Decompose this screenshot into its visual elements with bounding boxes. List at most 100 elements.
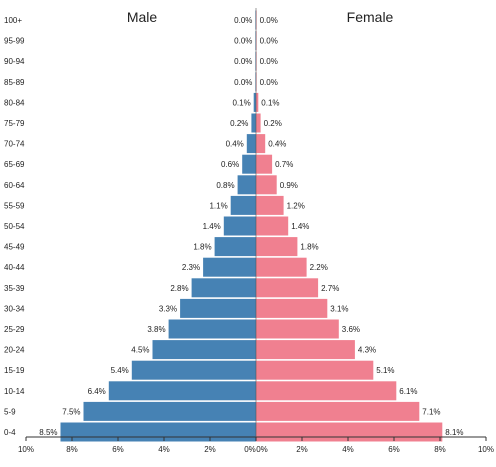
female-bar — [256, 113, 261, 133]
male-bar — [203, 257, 256, 277]
age-group-label: 90-94 — [4, 57, 25, 66]
female-bar — [256, 216, 289, 236]
labels-layer: 100+ 0.0% 0.0% 95-99 0.0% 0.0% 90-94 0.0% 0.0% 85… — [4, 16, 464, 437]
male-value-label: 2.3% — [182, 263, 200, 272]
male-value-label: 1.1% — [209, 201, 227, 210]
age-group-label: 100+ — [4, 16, 22, 25]
male-bar — [168, 319, 256, 339]
female-value-label: 0.0% — [260, 37, 278, 46]
female-bar — [256, 278, 319, 298]
female-value-label: 0.7% — [275, 160, 293, 169]
male-bar — [152, 340, 256, 360]
male-bar — [253, 92, 256, 112]
male-value-label: 0.0% — [234, 78, 252, 87]
female-value-label: 2.7% — [321, 284, 339, 293]
age-group-label: 50-54 — [4, 222, 25, 231]
male-value-label: 5.4% — [111, 366, 129, 375]
male-value-label: 1.8% — [193, 243, 211, 252]
x-tick-label: 8% — [434, 445, 446, 454]
x-tick-label: 6% — [112, 445, 124, 454]
age-group-label: 55-59 — [4, 201, 25, 210]
male-bar — [223, 216, 256, 236]
female-value-label: 1.2% — [287, 201, 305, 210]
male-bar — [242, 154, 256, 174]
male-value-label: 7.5% — [62, 407, 80, 416]
male-value-label: 0.2% — [230, 119, 248, 128]
age-group-label: 35-39 — [4, 284, 25, 293]
age-group-label: 5-9 — [4, 407, 16, 416]
male-value-label: 0.6% — [221, 160, 239, 169]
female-value-label: 2.2% — [310, 263, 328, 272]
x-tick-label: 10% — [18, 445, 34, 454]
male-bar — [230, 195, 256, 215]
female-value-label: 0.0% — [260, 57, 278, 66]
male-bar — [180, 298, 256, 318]
bars-layer — [60, 10, 443, 442]
female-value-label: 0.2% — [264, 119, 282, 128]
x-tick-label: 4% — [158, 445, 170, 454]
male-value-label: 1.4% — [203, 222, 221, 231]
male-value-label: 0.0% — [234, 57, 252, 66]
x-tick-label: 0% — [244, 445, 256, 454]
female-value-label: 7.1% — [422, 407, 440, 416]
age-group-label: 60-64 — [4, 181, 25, 190]
age-group-label: 15-19 — [4, 366, 25, 375]
age-group-label: 65-69 — [4, 160, 25, 169]
female-value-label: 0.0% — [260, 16, 278, 25]
age-group-label: 0-4 — [4, 428, 16, 437]
female-value-label: 3.6% — [342, 325, 360, 334]
female-bar — [256, 237, 298, 257]
female-bar — [256, 154, 273, 174]
age-group-label: 45-49 — [4, 243, 25, 252]
female-bar — [256, 175, 277, 195]
male-bar — [60, 422, 256, 442]
female-value-label: 0.1% — [261, 98, 279, 107]
male-value-label: 0.0% — [234, 37, 252, 46]
age-group-label: 80-84 — [4, 98, 25, 107]
male-value-label: 3.3% — [159, 304, 177, 313]
x-tick-label: 2% — [204, 445, 216, 454]
male-value-label: 8.5% — [39, 428, 57, 437]
female-value-label: 0.9% — [280, 181, 298, 190]
female-value-label: 5.1% — [376, 366, 394, 375]
male-bar — [131, 360, 256, 380]
female-series-title: Female — [347, 9, 394, 25]
age-group-label: 70-74 — [4, 140, 25, 149]
male-bar — [108, 381, 256, 401]
female-bar — [256, 360, 374, 380]
female-bar — [256, 381, 397, 401]
x-tick-label: 2% — [296, 445, 308, 454]
male-bar — [246, 134, 256, 154]
age-group-label: 75-79 — [4, 119, 25, 128]
age-group-label: 10-14 — [4, 387, 25, 396]
male-bar — [251, 113, 256, 133]
age-group-label: 85-89 — [4, 78, 25, 87]
x-tick-label: 0% — [256, 445, 268, 454]
male-value-label: 0.1% — [232, 98, 250, 107]
female-bar — [256, 257, 307, 277]
male-value-label: 0.8% — [216, 181, 234, 190]
age-group-label: 20-24 — [4, 346, 25, 355]
x-axis: 10% 8% 6% 4% 2% 0% 0% 2% 4% 6% 8% 10% — [18, 8, 494, 454]
male-series-title: Male — [127, 9, 158, 25]
female-bar — [256, 92, 259, 112]
female-bar — [256, 195, 284, 215]
age-group-label: 95-99 — [4, 37, 25, 46]
x-tick-label: 4% — [342, 445, 354, 454]
female-bar — [256, 298, 328, 318]
male-value-label: 2.8% — [170, 284, 188, 293]
female-value-label: 4.3% — [358, 346, 376, 355]
x-tick-label: 8% — [66, 445, 78, 454]
male-value-label: 0.0% — [234, 16, 252, 25]
female-value-label: 1.8% — [300, 243, 318, 252]
male-value-label: 4.5% — [131, 346, 149, 355]
x-tick-label: 10% — [478, 445, 494, 454]
age-group-label: 40-44 — [4, 263, 25, 272]
female-value-label: 0.4% — [268, 140, 286, 149]
female-bar — [256, 422, 443, 442]
x-tick-label: 6% — [388, 445, 400, 454]
male-bar — [191, 278, 256, 298]
age-group-label: 25-29 — [4, 325, 25, 334]
male-value-label: 0.4% — [226, 140, 244, 149]
